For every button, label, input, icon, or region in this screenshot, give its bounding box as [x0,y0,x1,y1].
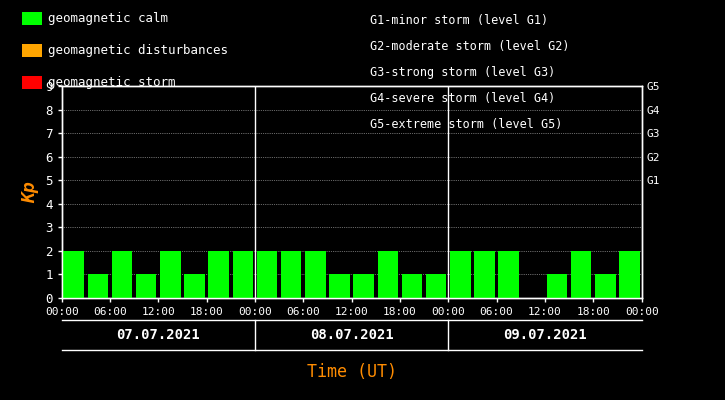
Text: 08.07.2021: 08.07.2021 [310,328,394,342]
Bar [329,274,349,298]
Text: geomagnetic storm: geomagnetic storm [48,76,175,89]
Text: Time (UT): Time (UT) [307,363,397,381]
Bar [136,274,157,298]
Text: geomagnetic calm: geomagnetic calm [48,12,168,25]
Text: G2-moderate storm (level G2): G2-moderate storm (level G2) [370,40,569,53]
Bar [426,274,447,298]
Bar [571,251,592,298]
Text: 07.07.2021: 07.07.2021 [117,328,200,342]
Text: G5-extreme storm (level G5): G5-extreme storm (level G5) [370,118,562,131]
Text: 09.07.2021: 09.07.2021 [503,328,587,342]
Bar [450,251,471,298]
Text: G4-severe storm (level G4): G4-severe storm (level G4) [370,92,555,105]
Text: G3-strong storm (level G3): G3-strong storm (level G3) [370,66,555,79]
Bar [208,251,229,298]
Bar [595,274,616,298]
Bar [184,274,204,298]
Bar [305,251,326,298]
Bar [233,251,253,298]
Bar [402,274,422,298]
Bar [619,251,639,298]
Bar [64,251,84,298]
Bar [160,251,181,298]
Bar [378,251,398,298]
Bar [474,251,494,298]
Y-axis label: Kp: Kp [22,181,40,203]
Text: geomagnetic disturbances: geomagnetic disturbances [48,44,228,57]
Bar [112,251,132,298]
Bar [353,274,374,298]
Bar [88,274,108,298]
Text: G1-minor storm (level G1): G1-minor storm (level G1) [370,14,548,27]
Bar [547,274,567,298]
Bar [281,251,302,298]
Bar [498,251,519,298]
Bar [257,251,277,298]
